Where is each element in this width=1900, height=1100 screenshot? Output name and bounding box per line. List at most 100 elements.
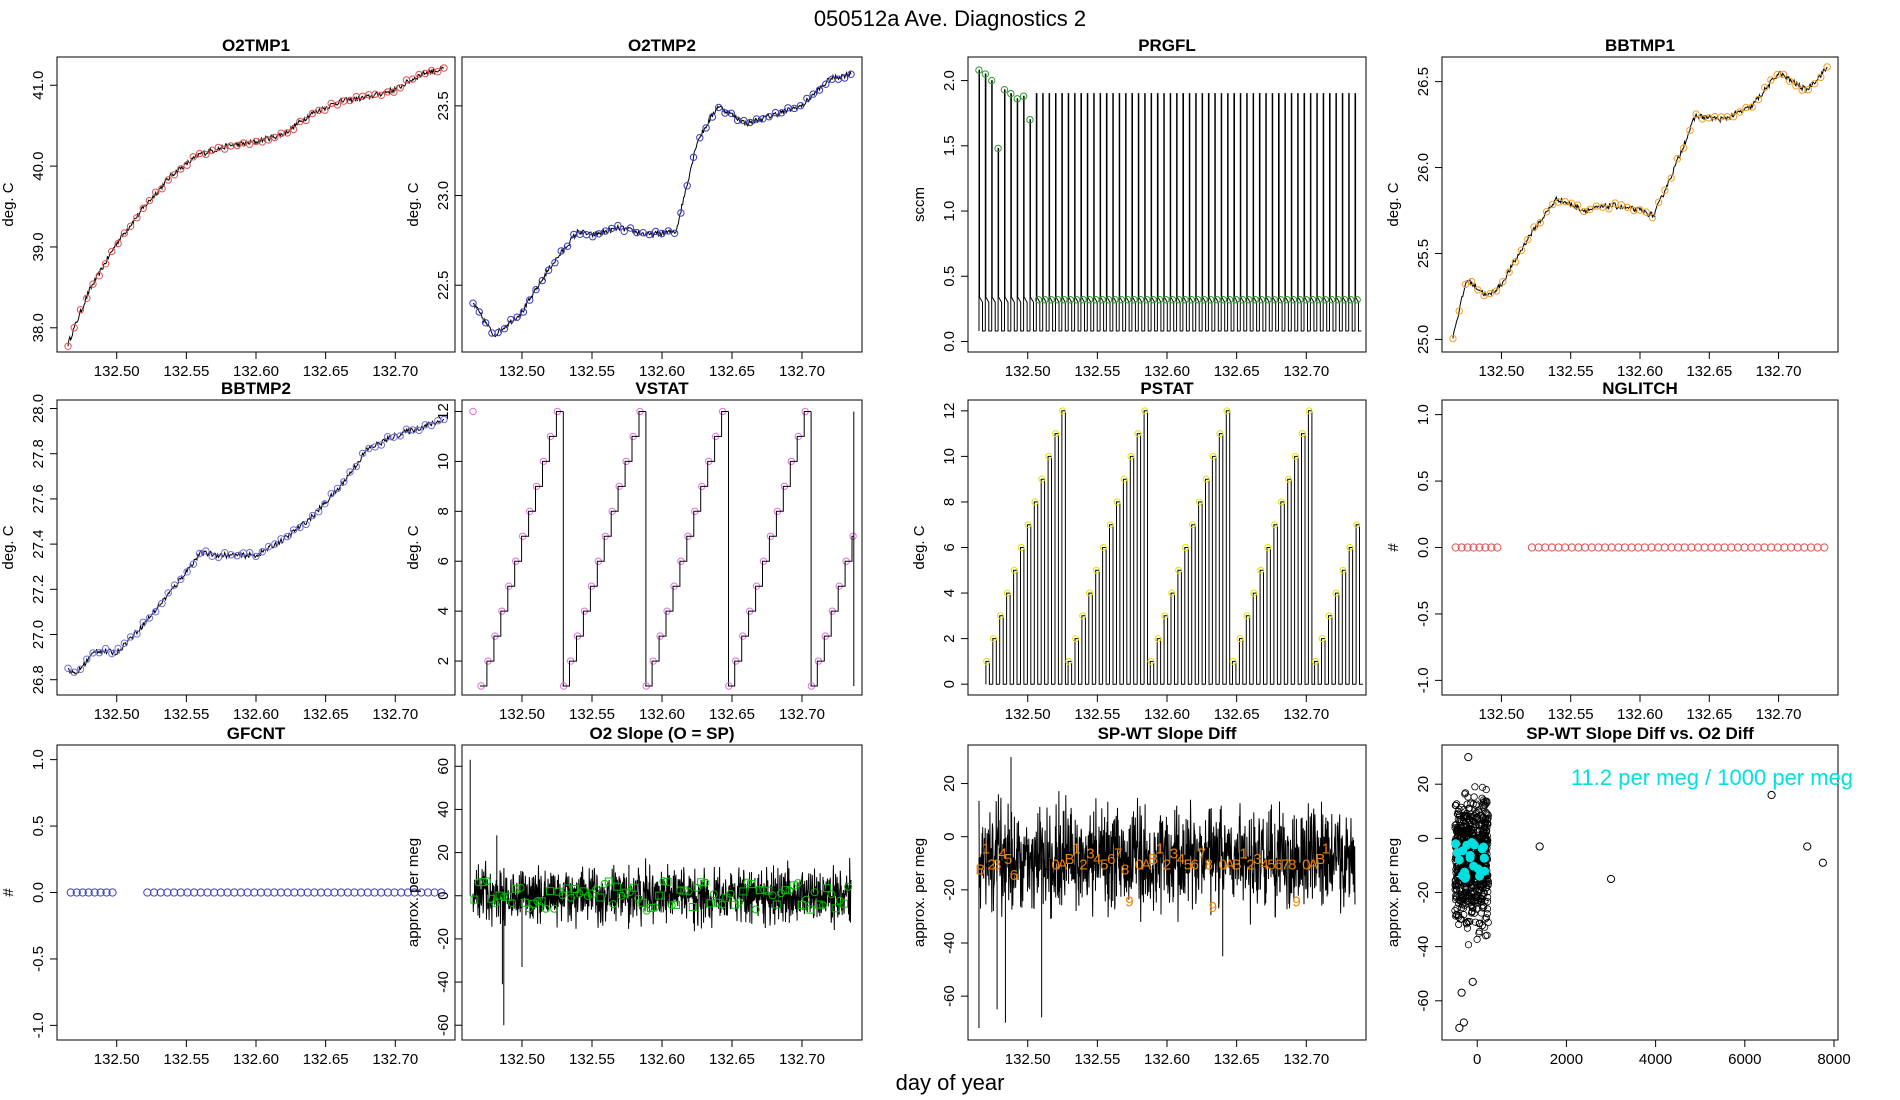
panel-title: GFCNT (227, 724, 286, 743)
pressure-pulse (1301, 433, 1309, 685)
panel-spwtvso2: SP-WT Slope Diff vs. O2 Diff approx. per … (1385, 724, 1853, 1068)
y-tick-label: -20 (941, 879, 958, 901)
series-marker (1686, 126, 1694, 135)
series-marker (289, 526, 298, 534)
diff-point (1459, 892, 1467, 900)
x-tick-label: 132.55 (163, 363, 209, 380)
series-marker (778, 109, 786, 117)
series-marker (589, 233, 597, 241)
series-marker (377, 91, 386, 100)
slope-square (478, 878, 487, 887)
series-marker (133, 630, 141, 638)
series-marker (1505, 268, 1513, 276)
cycle-digit-label: A (1058, 856, 1068, 873)
cycle-digit-label: 6 (1191, 856, 1199, 873)
x-tick-label: 132.70 (372, 363, 418, 380)
series-marker (563, 242, 572, 250)
pressure-pulse (1116, 501, 1124, 685)
pulse-marker (1318, 635, 1326, 643)
plot-frame (1441, 56, 1839, 353)
series-marker (1792, 82, 1800, 90)
count-point (1713, 543, 1723, 552)
count-point (343, 888, 352, 897)
slope-square (739, 887, 748, 896)
count-point (1780, 543, 1789, 552)
cycle-digit-label: B (1315, 851, 1325, 868)
series-marker (333, 484, 342, 493)
series-marker (302, 520, 310, 529)
cycle-digit-label: 3 (1170, 846, 1178, 863)
y-tick-label: 1.5 (941, 135, 958, 156)
pulse-marker (1141, 407, 1149, 415)
slope-square (537, 897, 546, 906)
pulse-marker (1024, 521, 1032, 529)
series-marker (158, 185, 166, 193)
x-tick-label: 132.60 (1144, 706, 1190, 723)
count-point (263, 888, 272, 897)
series-marker (1642, 208, 1650, 216)
series-marker (70, 668, 78, 676)
flow-pulse (1029, 119, 1037, 332)
x-tick-label: 132.65 (1214, 363, 1260, 380)
y-axis-label: # (1385, 543, 1402, 552)
series-marker (1810, 80, 1819, 88)
slope-circle (709, 890, 718, 899)
y-axis-label: deg. C (0, 182, 17, 226)
panel-bbtmp1: BBTMP1 deg. C 132.50 132.55 132.60 132.65 132.… (1385, 36, 1839, 380)
flow-pulse (1316, 93, 1324, 332)
x-tick-label: 132.60 (639, 706, 685, 723)
series-marker (809, 90, 817, 98)
series-marker (183, 161, 191, 169)
cycle-digit-label: B (1148, 851, 1158, 868)
x-tick-label: 132.60 (1617, 363, 1663, 380)
slope-circle (726, 889, 735, 898)
slope-circle (516, 883, 525, 892)
diff-point (1465, 825, 1473, 833)
slope-circle (810, 888, 819, 897)
flow-pulse (1086, 93, 1094, 332)
pulse-marker (1147, 657, 1155, 665)
slope-square (672, 900, 680, 909)
panel-title: O2TMP1 (222, 36, 290, 55)
series-marker (664, 227, 672, 235)
cycle-digit-label: 1 (1322, 840, 1330, 857)
pressure-pulse (1321, 638, 1329, 685)
count-point (276, 888, 286, 897)
series-marker (1542, 208, 1551, 216)
pulse-marker (1209, 452, 1217, 460)
diff-point (1455, 895, 1463, 904)
slope-square (529, 899, 538, 908)
series-marker (1449, 334, 1457, 343)
series-marker (803, 94, 811, 103)
plot-frame (56, 399, 456, 696)
x-tick-label: 6000 (1728, 1051, 1761, 1068)
pressure-pulse (1006, 592, 1014, 685)
y-tick-label: 25.5 (1415, 239, 1432, 268)
series-marker (158, 599, 166, 608)
series-marker (233, 141, 241, 150)
cycle-mean-point (1479, 853, 1489, 863)
slope-square (604, 877, 613, 886)
count-point (390, 888, 399, 897)
flow-pulse (1201, 93, 1209, 332)
cycle-digit-label: 0 (1302, 856, 1310, 873)
pressure-pulse (1109, 524, 1117, 685)
slope-square (663, 877, 672, 886)
series-marker (126, 633, 135, 641)
pulse-marker (990, 635, 998, 643)
count-point (363, 888, 372, 897)
diff-point (1455, 920, 1463, 929)
count-point (1469, 543, 1478, 552)
flow-pulse (1284, 93, 1292, 332)
cycle-digit-label: 3 (993, 856, 1001, 873)
flow-pulse (1182, 93, 1190, 332)
series-marker (89, 280, 97, 288)
flow-pulse (1188, 93, 1196, 332)
y-tick-label: -20 (1415, 882, 1432, 904)
diff-point (1482, 786, 1490, 794)
diff-point (1478, 921, 1486, 930)
diff-point (1477, 909, 1485, 917)
diff-point (1460, 899, 1468, 908)
series-marker (83, 294, 91, 302)
status-marker (469, 407, 477, 416)
